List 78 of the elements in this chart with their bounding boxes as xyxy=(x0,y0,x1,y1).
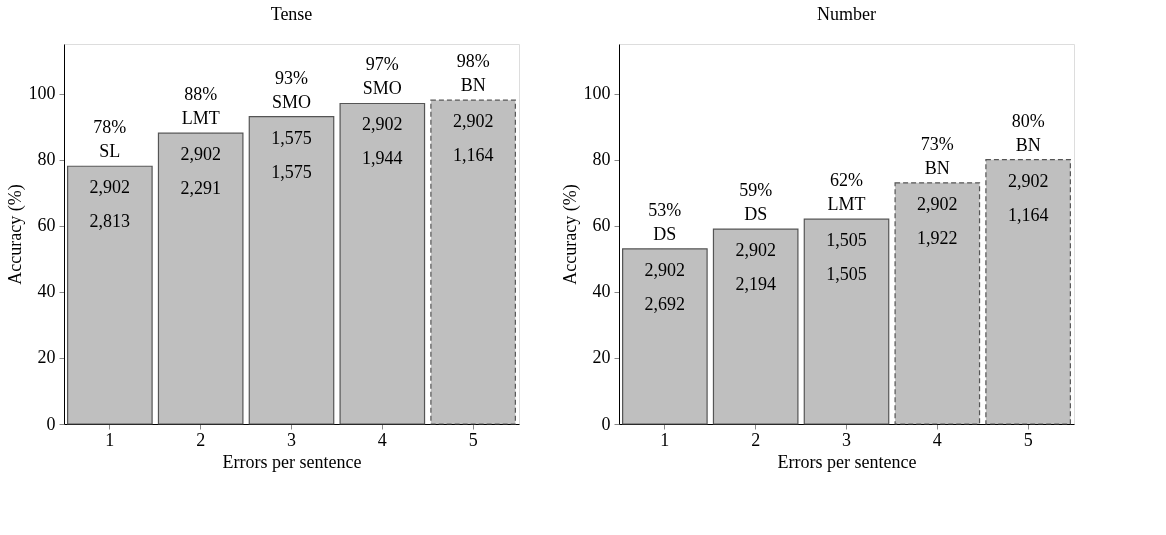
y-tick-label: 20 xyxy=(592,347,611,368)
annotation: DS xyxy=(653,223,677,244)
bar xyxy=(157,132,244,425)
annotation: 1,575 xyxy=(271,161,312,182)
x-tick-label: 3 xyxy=(287,429,296,450)
data-label: 88% xyxy=(184,84,218,105)
bar xyxy=(803,218,890,425)
bar xyxy=(985,159,1071,425)
annotation: 2,902 xyxy=(362,114,403,135)
annotation: 1,944 xyxy=(362,148,403,169)
annotation: 2,813 xyxy=(89,211,131,232)
annotation: 2,291 xyxy=(180,178,221,199)
annotation: 1,922 xyxy=(917,227,958,248)
bar xyxy=(894,182,981,425)
bar xyxy=(712,228,799,425)
data-label: 73% xyxy=(920,133,954,154)
annotation: SMO xyxy=(362,78,402,99)
annotation: LMT xyxy=(827,194,866,215)
x-tick-label: 4 xyxy=(377,429,387,450)
y-axis-title: Accuracy (%) xyxy=(559,184,581,285)
bar xyxy=(430,99,516,425)
y-tick-label: 100 xyxy=(583,83,611,104)
annotation: 1,505 xyxy=(826,264,867,285)
annotation: SL xyxy=(99,141,121,162)
y-tick-label: 0 xyxy=(601,413,611,434)
bar xyxy=(622,248,708,425)
chart-title: Tense xyxy=(270,4,313,24)
y-tick-label: 40 xyxy=(592,281,611,302)
chart-title: Number xyxy=(817,4,876,24)
annotation: SMO xyxy=(271,91,312,112)
annotation: BN xyxy=(1015,134,1041,155)
x-axis-title: Errors per sentence xyxy=(222,451,362,472)
x-tick-label: 1 xyxy=(105,429,115,450)
annotation: BN xyxy=(460,75,486,96)
x-tick-label: 3 xyxy=(842,429,851,450)
bar xyxy=(248,116,335,425)
annotation: LMT xyxy=(181,108,220,129)
x-tick-label: 2 xyxy=(751,429,761,450)
annotation: 2,902 xyxy=(1007,170,1049,191)
annotation: 2,194 xyxy=(735,274,776,295)
annotation: 1,164 xyxy=(452,145,494,166)
annotation: 2,902 xyxy=(180,144,221,165)
annotation: 1,164 xyxy=(1007,204,1049,225)
data-label: 53% xyxy=(648,199,682,220)
x-tick-label: 1 xyxy=(660,429,670,450)
annotation: DS xyxy=(744,204,768,225)
bar xyxy=(339,102,426,425)
annotation: 2,902 xyxy=(735,240,776,261)
y-tick-label: 0 xyxy=(46,413,56,434)
x-axis-title: Errors per sentence xyxy=(777,451,917,472)
annotation: 1,575 xyxy=(271,127,312,148)
annotation: 2,902 xyxy=(452,111,494,132)
x-tick-label: 5 xyxy=(468,429,478,450)
x-tick-label: 2 xyxy=(196,429,206,450)
y-tick-label: 80 xyxy=(37,149,56,170)
annotation: 1,505 xyxy=(826,230,867,251)
x-tick-label: 4 xyxy=(932,429,942,450)
annotation: 2,902 xyxy=(917,193,958,214)
y-tick-label: 20 xyxy=(37,347,56,368)
data-label: 80% xyxy=(1011,110,1045,131)
bar xyxy=(67,165,153,425)
y-tick-label: 60 xyxy=(592,215,611,236)
annotation: BN xyxy=(924,157,950,178)
data-label: 59% xyxy=(739,180,773,201)
y-tick-label: 40 xyxy=(37,281,56,302)
data-label: 97% xyxy=(365,54,399,75)
annotation: 2,692 xyxy=(644,293,686,314)
annotation: 2,902 xyxy=(89,177,131,198)
data-label: 98% xyxy=(456,51,490,72)
data-label: 62% xyxy=(830,170,863,191)
data-label: 93% xyxy=(275,67,308,88)
y-tick-label: 60 xyxy=(37,215,56,236)
annotation: 2,902 xyxy=(644,259,686,280)
data-label: 78% xyxy=(93,117,127,138)
y-tick-label: 80 xyxy=(592,149,611,170)
y-tick-label: 100 xyxy=(28,83,56,104)
y-axis-title: Accuracy (%) xyxy=(4,184,26,285)
x-tick-label: 5 xyxy=(1023,429,1033,450)
